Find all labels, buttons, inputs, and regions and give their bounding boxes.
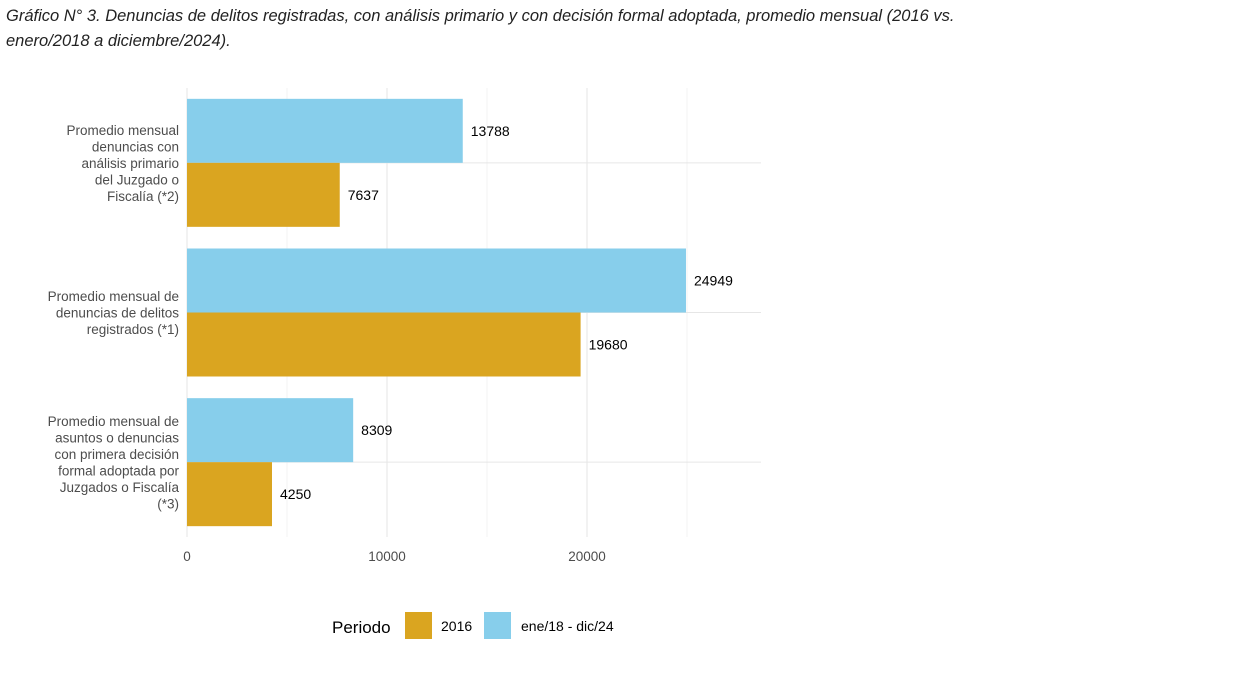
category-labels: Promedio mensual denuncias con análisis pr… <box>48 123 180 512</box>
data-label: 8309 <box>361 422 392 438</box>
x-tick-label: 0 <box>183 549 191 564</box>
bar <box>187 248 686 313</box>
bar <box>187 98 463 163</box>
category-label: Promedio mensual de asuntos o denuncias co… <box>48 414 180 512</box>
data-label: 19680 <box>589 337 628 353</box>
bar <box>187 162 340 227</box>
legend-label: ene/18 - dic/24 <box>521 618 614 634</box>
value-labels: 13788 7637 24949 19680 8309 4250 <box>280 123 733 502</box>
x-axis-ticks: 0 10000 20000 <box>183 549 606 564</box>
legend: Periodo 2016 ene/18 - dic/24 <box>332 612 614 639</box>
data-label: 4250 <box>280 486 311 502</box>
x-tick-label: 20000 <box>568 549 606 564</box>
bar <box>187 462 272 527</box>
legend-swatch <box>405 612 432 639</box>
legend-label: 2016 <box>441 618 472 634</box>
bars <box>187 98 686 527</box>
category-label: Promedio mensual de denuncias de delitos r… <box>48 289 180 337</box>
data-label: 7637 <box>348 187 379 203</box>
chart-title: Gráfico N° 3. Denuncias de delitos regis… <box>6 7 955 50</box>
legend-title: Periodo <box>332 618 391 637</box>
data-label: 13788 <box>471 123 510 139</box>
legend-swatch <box>484 612 511 639</box>
category-label: Promedio mensual denuncias con análisis pr… <box>66 123 179 204</box>
bar <box>187 312 581 377</box>
bar <box>187 398 354 463</box>
data-label: 24949 <box>694 273 733 289</box>
x-tick-label: 10000 <box>368 549 406 564</box>
